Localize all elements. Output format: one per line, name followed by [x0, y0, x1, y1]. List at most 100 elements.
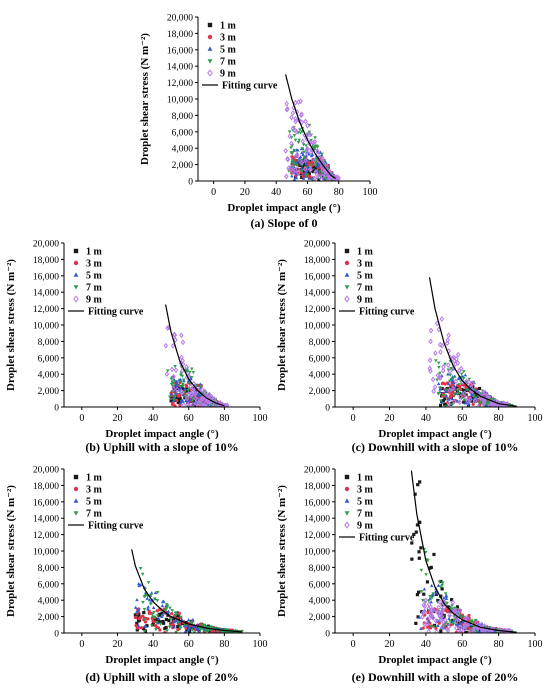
data-point: [196, 403, 201, 407]
data-point: [169, 383, 174, 387]
data-point: [423, 550, 428, 555]
data-point: [419, 546, 423, 550]
data-point: [435, 372, 441, 379]
data-point: [184, 398, 188, 403]
data-point: [320, 173, 325, 180]
data-point: [432, 552, 436, 557]
x-tick-label: 60: [184, 639, 194, 650]
data-point: [295, 151, 300, 158]
data-point: [290, 168, 296, 175]
data-point: [410, 557, 414, 561]
data-point: [172, 387, 176, 391]
data-point: [422, 603, 428, 610]
data-point: [300, 151, 304, 155]
data-point: [170, 609, 175, 613]
y-tick-label: 0: [54, 630, 59, 640]
legend-marker: [73, 511, 79, 516]
data-points: [283, 98, 341, 181]
legend-label: 5 m: [357, 497, 374, 508]
data-point: [443, 389, 448, 393]
data-point: [289, 114, 294, 121]
data-point: [440, 367, 446, 374]
data-point: [296, 131, 300, 135]
fitting-curve-line: [165, 304, 225, 407]
legend-label: 5 m: [86, 271, 103, 282]
data-point: [175, 398, 179, 402]
data-point: [477, 386, 482, 391]
x-tick-label: 0: [211, 187, 216, 198]
data-point: [152, 620, 156, 624]
data-point: [469, 621, 473, 625]
data-point: [478, 628, 482, 632]
data-point: [190, 367, 194, 371]
y-tick-label: 16,000: [33, 272, 59, 282]
data-point: [164, 371, 170, 377]
data-point: [435, 378, 439, 382]
data-point: [458, 387, 463, 391]
data-point: [160, 611, 164, 615]
data-point: [422, 592, 426, 596]
data-point: [171, 373, 176, 380]
data-point: [301, 152, 305, 157]
data-point: [446, 348, 452, 354]
y-tick-label: 0: [325, 630, 330, 640]
data-point: [471, 402, 475, 406]
panel-caption: (b) Uphill with a slope of 10%: [85, 440, 238, 454]
data-point: [311, 170, 316, 174]
data-point: [416, 483, 420, 487]
data-point: [187, 382, 192, 386]
data-point: [290, 110, 296, 116]
legend-label: 1 m: [86, 247, 103, 258]
data-point: [298, 155, 303, 159]
data-point: [142, 626, 146, 631]
data-point: [443, 608, 448, 613]
data-point: [444, 596, 449, 600]
legend-marker: [344, 498, 350, 503]
x-tick-label: 80: [494, 639, 504, 650]
y-tick-label: 10,000: [33, 322, 59, 332]
data-point: [133, 613, 137, 617]
y-tick-label: 20,000: [167, 14, 193, 24]
legend-label: 7 m: [86, 509, 103, 520]
data-point: [142, 610, 146, 615]
legend-marker: [73, 474, 79, 480]
data-point: [452, 393, 456, 397]
data-point: [426, 605, 432, 612]
data-point: [447, 368, 453, 375]
y-tick-label: 18,000: [304, 256, 330, 266]
data-point: [224, 628, 228, 632]
data-point: [447, 616, 451, 620]
data-point: [191, 624, 195, 629]
data-point: [299, 172, 303, 176]
data-point: [320, 172, 324, 176]
data-point: [447, 612, 452, 619]
data-point: [462, 388, 466, 392]
data-point: [178, 400, 183, 405]
x-tick-label: 40: [148, 413, 158, 424]
data-point: [174, 397, 178, 401]
data-point: [307, 140, 312, 147]
data-point: [417, 590, 421, 594]
data-point: [180, 368, 185, 374]
data-point: [165, 325, 170, 331]
data-point: [170, 612, 174, 616]
data-point: [171, 401, 175, 405]
data-point: [462, 400, 466, 404]
data-point: [166, 613, 170, 617]
y-tick-label: 20,000: [33, 466, 59, 476]
y-axis-title: Droplet shear stress (N m⁻²): [276, 485, 288, 617]
data-point: [301, 170, 305, 174]
data-point: [417, 556, 421, 560]
data-point: [441, 625, 446, 629]
data-point: [430, 376, 436, 383]
data-point: [300, 138, 305, 145]
data-point: [137, 581, 141, 586]
legend-label: 1 m: [86, 473, 103, 484]
data-point: [136, 619, 141, 623]
data-point: [178, 403, 182, 407]
data-point: [168, 606, 172, 610]
data-point: [170, 342, 176, 349]
data-point: [145, 596, 150, 600]
data-point: [173, 404, 177, 407]
legend-label: 1 m: [357, 247, 374, 258]
